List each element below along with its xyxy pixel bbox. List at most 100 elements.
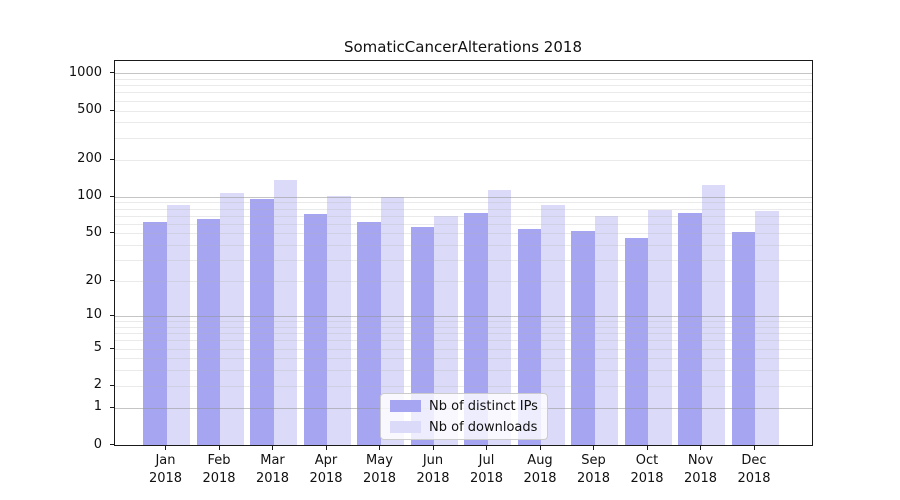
x-tick-mark-aug bbox=[539, 446, 541, 450]
x-tick-year: 2018 bbox=[309, 471, 343, 486]
y-tick-label-20: 20 bbox=[85, 272, 102, 288]
bar-oct-downloads bbox=[648, 209, 672, 445]
x-tick-label-mar: Mar 2018 bbox=[241, 452, 305, 488]
x-tick-month: Jun bbox=[422, 453, 444, 468]
legend-swatch-downloads bbox=[390, 421, 421, 433]
x-tick-month: May bbox=[366, 453, 393, 468]
x-tick-year: 2018 bbox=[576, 471, 611, 486]
bar-apr-downloads bbox=[327, 196, 351, 445]
x-tick-year: 2018 bbox=[148, 471, 183, 486]
y-tick-mark-20 bbox=[110, 280, 114, 282]
bar-jun-distinct-ips bbox=[410, 227, 434, 445]
y-tick-mark-100 bbox=[110, 195, 114, 197]
bar-jul-downloads bbox=[487, 190, 511, 445]
bar-jan-downloads bbox=[166, 204, 190, 445]
x-tick-month: Feb bbox=[207, 453, 231, 468]
x-tick-label-sep: Sep 2018 bbox=[562, 452, 626, 488]
x-tick-label-dec: Dec 2018 bbox=[722, 452, 786, 488]
legend: Nb of distinct IPs Nb of downloads bbox=[380, 393, 548, 440]
x-tick-mark-feb bbox=[218, 446, 220, 450]
x-tick-mark-dec bbox=[753, 446, 755, 450]
x-tick-label-aug: Aug 2018 bbox=[508, 452, 572, 488]
x-tick-month: Nov bbox=[687, 453, 714, 468]
x-tick-month: Mar bbox=[260, 453, 285, 468]
y-tick-label-10: 10 bbox=[85, 307, 102, 323]
bar-mar-distinct-ips bbox=[250, 198, 274, 445]
y-tick-label-5: 5 bbox=[93, 340, 102, 356]
x-tick-mark-jul bbox=[486, 446, 487, 450]
bar-oct-distinct-ips bbox=[624, 237, 648, 445]
bar-may-distinct-ips bbox=[357, 222, 381, 445]
x-tick-mark-jan bbox=[165, 446, 166, 450]
bars-layer bbox=[115, 61, 812, 445]
x-tick-year: 2018 bbox=[737, 471, 771, 486]
x-tick-label-jan: Jan 2018 bbox=[134, 452, 198, 488]
x-tick-month: Oct bbox=[635, 453, 659, 468]
bar-jan-distinct-ips bbox=[143, 222, 167, 445]
y-tick-label-1000: 1000 bbox=[68, 64, 102, 80]
x-tick-label-oct: Oct 2018 bbox=[615, 452, 679, 488]
x-tick-mark-nov bbox=[700, 446, 701, 450]
y-tick-mark-500 bbox=[110, 109, 114, 111]
bar-feb-distinct-ips bbox=[196, 218, 220, 445]
legend-item-downloads: Nb of downloads bbox=[390, 420, 547, 435]
y-tick-label-50: 50 bbox=[85, 224, 102, 240]
x-tick-month: Sep bbox=[581, 453, 606, 468]
x-tick-label-feb: Feb 2018 bbox=[187, 452, 251, 488]
y-tick-label-200: 200 bbox=[77, 151, 102, 167]
x-tick-label-jun: Jun 2018 bbox=[401, 452, 465, 488]
bar-mar-downloads bbox=[273, 180, 297, 445]
x-tick-label-apr: Apr 2018 bbox=[294, 452, 358, 488]
y-tick-mark-1 bbox=[110, 406, 114, 408]
x-tick-label-nov: Nov 2018 bbox=[669, 452, 733, 488]
y-tick-label-100: 100 bbox=[77, 188, 102, 204]
y-tick-mark-2 bbox=[110, 384, 114, 386]
x-tick-month: Jan bbox=[155, 453, 176, 468]
bar-jun-downloads bbox=[434, 215, 458, 445]
x-tick-month: Apr bbox=[314, 453, 338, 468]
bar-aug-distinct-ips bbox=[517, 229, 541, 445]
y-tick-label-1: 1 bbox=[93, 399, 102, 415]
x-tick-mark-jun bbox=[432, 446, 434, 450]
y-tick-mark-50 bbox=[110, 232, 114, 234]
x-tick-label-may: May 2018 bbox=[348, 452, 412, 488]
x-tick-year: 2018 bbox=[683, 471, 718, 486]
x-tick-year: 2018 bbox=[469, 471, 504, 486]
x-tick-year: 2018 bbox=[416, 471, 450, 486]
y-tick-label-500: 500 bbox=[77, 102, 102, 117]
x-tick-year: 2018 bbox=[255, 471, 290, 486]
chart-title: SomaticCancerAlterations 2018 bbox=[343, 38, 582, 56]
x-tick-mark-oct bbox=[646, 446, 648, 450]
x-tick-year: 2018 bbox=[362, 471, 397, 486]
x-tick-year: 2018 bbox=[630, 471, 664, 486]
x-tick-month: Aug bbox=[527, 453, 553, 468]
y-tick-mark-5 bbox=[110, 347, 114, 349]
bar-nov-downloads bbox=[701, 184, 725, 445]
x-tick-month: Jul bbox=[478, 453, 495, 468]
x-tick-mark-apr bbox=[325, 446, 327, 450]
legend-swatch-distinct-ips bbox=[390, 400, 421, 412]
x-tick-mark-sep bbox=[593, 446, 594, 450]
bar-apr-distinct-ips bbox=[303, 214, 327, 445]
bar-jul-distinct-ips bbox=[464, 213, 488, 445]
y-tick-label-2: 2 bbox=[93, 377, 102, 393]
x-tick-label-jul: Jul 2018 bbox=[455, 452, 519, 488]
y-tick-mark-200 bbox=[110, 158, 114, 160]
bar-aug-downloads bbox=[541, 205, 565, 445]
bar-nov-distinct-ips bbox=[678, 213, 702, 445]
bar-dec-distinct-ips bbox=[731, 232, 755, 445]
x-tick-mark-mar bbox=[272, 446, 273, 450]
x-tick-month: Dec bbox=[741, 453, 767, 468]
bar-dec-downloads bbox=[755, 211, 779, 445]
bar-sep-distinct-ips bbox=[571, 231, 595, 445]
y-tick-mark-0 bbox=[110, 444, 114, 445]
y-tick-label-0: 0 bbox=[93, 436, 102, 452]
bar-may-downloads bbox=[380, 196, 404, 445]
x-tick-year: 2018 bbox=[202, 471, 236, 486]
legend-item-distinct-ips: Nb of distinct IPs bbox=[390, 399, 547, 414]
bar-sep-downloads bbox=[594, 215, 618, 445]
y-tick-mark-1000 bbox=[110, 72, 114, 74]
bar-feb-downloads bbox=[220, 192, 244, 445]
y-tick-mark-10 bbox=[110, 314, 114, 316]
